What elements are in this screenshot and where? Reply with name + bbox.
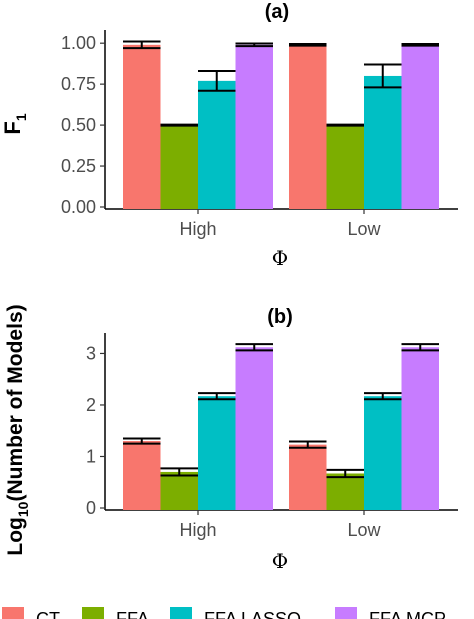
legend-label: FFA LASSO xyxy=(204,609,301,619)
panel-b: 0 1 2 3 High Low xyxy=(86,333,458,540)
x-tick-label: High xyxy=(179,520,216,540)
panel-b-ylabel: Log10(Number of Models) xyxy=(4,304,31,555)
bar-ffa-mcp xyxy=(401,347,439,510)
y-tick-label: 0.00 xyxy=(61,197,96,217)
bar-ffa xyxy=(160,471,198,510)
bar-ct xyxy=(289,44,327,210)
legend-key-ffa-lasso xyxy=(170,607,192,619)
bar-ffa-lasso xyxy=(364,75,402,209)
panel-b-ylabel-sub: 10 xyxy=(15,501,31,517)
legend-label: CT xyxy=(36,609,60,619)
y-tick-label: 0.25 xyxy=(61,156,96,176)
bar-ffa xyxy=(160,125,198,209)
legend-label: FFA MCP xyxy=(369,609,446,619)
bar-ct xyxy=(289,444,327,510)
y-tick-label: 3 xyxy=(86,343,96,363)
x-tick-label: Low xyxy=(347,520,381,540)
y-tick-label: 0.50 xyxy=(61,115,96,135)
panel-b-ylabel-pre: Log xyxy=(4,517,27,555)
panel-a: 0.00 0.25 0.50 0.75 1.00 High Low xyxy=(61,30,458,239)
panel-b-ylabel-post: (Number of Models) xyxy=(4,304,27,501)
plots-layer: 0.00 0.25 0.50 0.75 1.00 High Low 0 1 2 3 High Low xyxy=(61,30,458,540)
y-tick-label: 0 xyxy=(86,498,96,518)
bar-ct xyxy=(123,44,161,210)
x-tick-label: Low xyxy=(347,219,381,239)
x-tick-label: High xyxy=(179,219,216,239)
legend-label: FFA xyxy=(116,609,149,619)
bar-ffa-mcp xyxy=(235,347,273,510)
panel-a-ylabel-main: F xyxy=(0,121,25,134)
panel-b-title: (b) xyxy=(267,306,293,328)
legend: CT FFA FFA LASSO FFA MCP xyxy=(2,607,446,619)
bar-ffa xyxy=(326,473,364,510)
legend-key-ffa-mcp xyxy=(335,607,357,619)
panel-a-xlabel: Φ xyxy=(272,246,288,270)
bar-ffa-mcp xyxy=(235,44,273,210)
y-tick-label: 2 xyxy=(86,395,96,415)
y-tick-label: 0.75 xyxy=(61,74,96,94)
panel-a-ylabel-sub: 1 xyxy=(13,113,29,121)
legend-key-ffa xyxy=(82,607,104,619)
legend-key-ct xyxy=(2,607,24,619)
bar-ffa-mcp xyxy=(401,44,439,210)
y-tick-label: 1 xyxy=(86,446,96,466)
bar-ffa-lasso xyxy=(364,396,402,510)
panel-a-title: (a) xyxy=(265,1,289,23)
bar-ct xyxy=(123,441,161,510)
bar-ffa-lasso xyxy=(198,396,236,510)
bar-ffa-lasso xyxy=(198,80,236,209)
bar-ffa xyxy=(326,125,364,209)
y-tick-label: 1.00 xyxy=(61,33,96,53)
panel-a-ylabel: F1 xyxy=(0,113,29,134)
panel-b-xlabel: Φ xyxy=(272,549,288,573)
